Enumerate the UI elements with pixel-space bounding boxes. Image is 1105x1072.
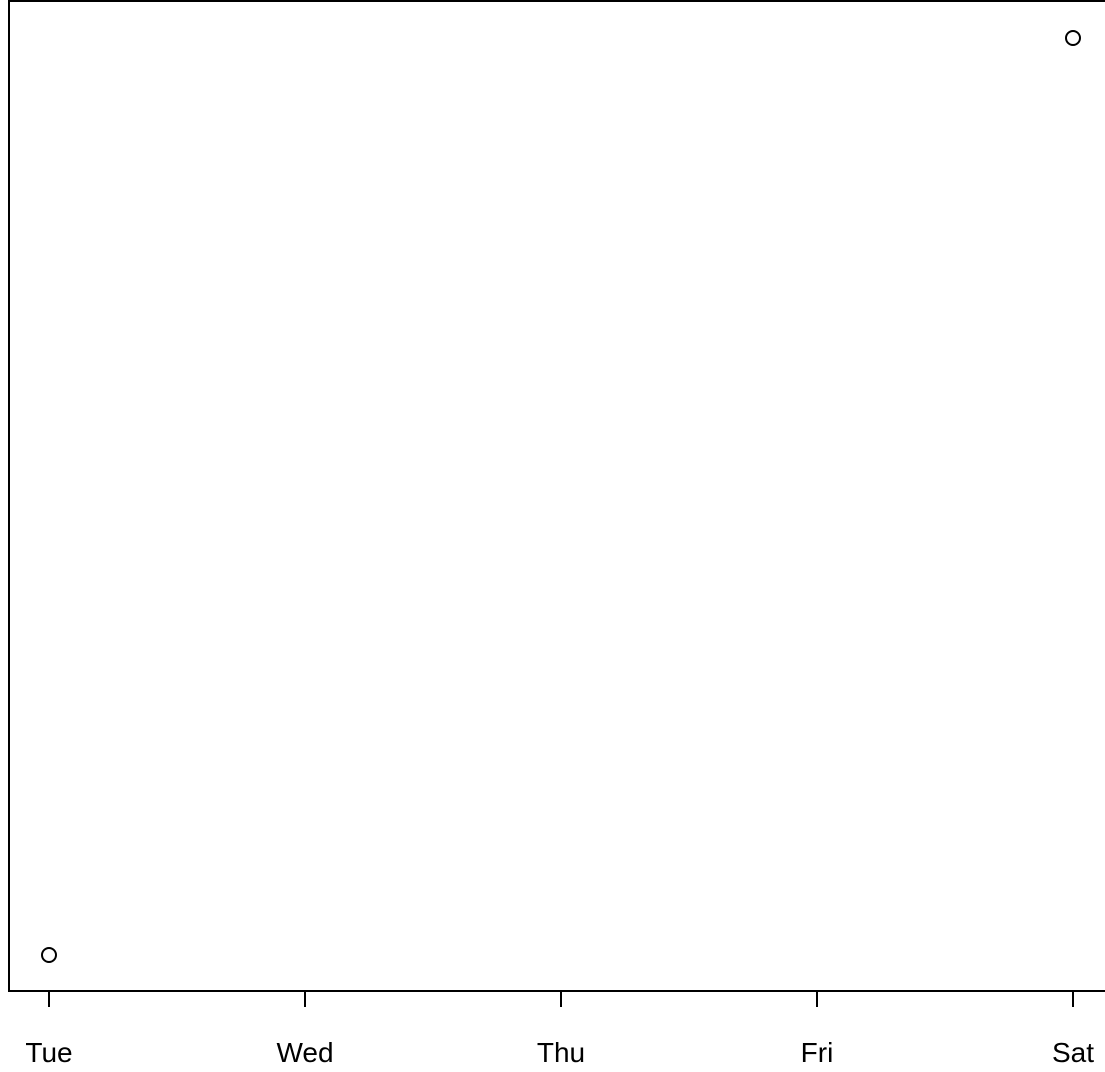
data-points [41,30,1081,963]
x-axis-ticks: Tue Wed Thu Fri Sat [25,991,1094,1068]
plot-frame [8,0,1105,992]
x-tick-label-wed: Wed [276,1037,333,1068]
data-point-2 [1065,30,1081,46]
x-tick-label-thu: Thu [537,1037,585,1068]
x-tick-label-sat: Sat [1052,1037,1094,1068]
data-point-1 [41,947,57,963]
x-tick-label-tue: Tue [25,1037,72,1068]
x-tick-label-fri: Fri [801,1037,834,1068]
